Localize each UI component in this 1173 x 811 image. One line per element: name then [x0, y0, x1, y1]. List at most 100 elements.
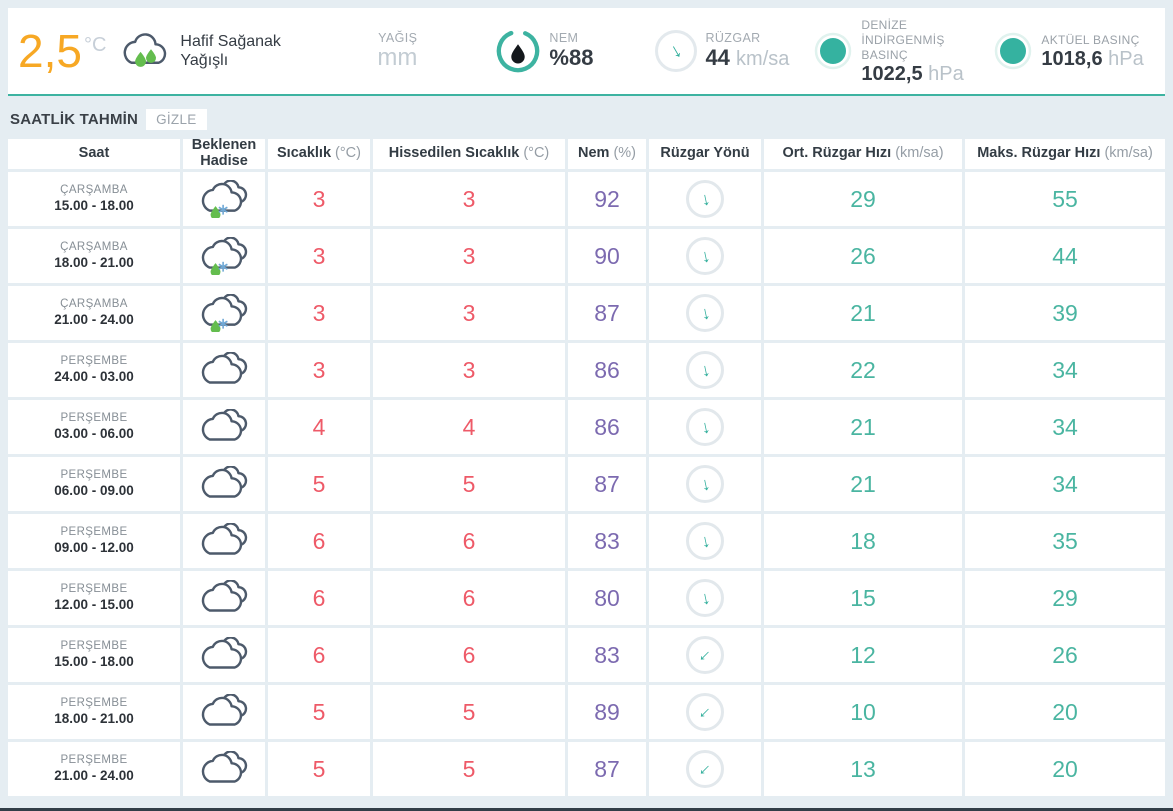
max-wind-cell: 35: [965, 514, 1165, 568]
feels-like-cell: 3: [373, 172, 565, 226]
actual-pressure-unit: hPa: [1108, 47, 1144, 70]
humidity-cell: 83: [568, 628, 646, 682]
humidity-value: %88: [549, 45, 594, 71]
wind-direction-cell: ↓: [649, 343, 761, 397]
wind-direction-cell: ↓: [649, 400, 761, 454]
col-header-hissedilen-sicaklik: Hissedilen Sıcaklık (°C): [373, 139, 565, 169]
time-range: 24.00 - 03.00: [54, 368, 134, 384]
avg-wind-cell: 21: [764, 400, 962, 454]
max-wind-cell: 26: [965, 628, 1165, 682]
temperature-cell: 3: [268, 229, 370, 283]
forecast-table: Saat Beklenen Hadise Sıcaklık (°C) Hissedile…: [8, 137, 1165, 796]
temperature-cell: 6: [268, 628, 370, 682]
saat-cell: PERŞEMBE 15.00 - 18.00: [8, 628, 180, 682]
col-header-ort-ruzgar-hizi: Ort. Rüzgar Hızı (km/sa): [764, 139, 962, 169]
humidity-cell: 87: [568, 742, 646, 796]
condition-icon-cell: [183, 286, 265, 340]
saat-cell: PERŞEMBE 06.00 - 09.00: [8, 457, 180, 511]
avg-wind-cell: 22: [764, 343, 962, 397]
wind-circle: ↓: [686, 522, 724, 560]
wind-direction-arrow-icon: ↓: [698, 473, 712, 495]
wind-circle: ↓: [686, 750, 724, 788]
feels-like-cell: 6: [373, 571, 565, 625]
col-header-ruzgar-yonu: Rüzgar Yönü: [649, 139, 761, 169]
wind-circle: ↓: [686, 180, 724, 218]
time-range: 15.00 - 18.00: [54, 653, 134, 669]
saat-cell: PERŞEMBE 03.00 - 06.00: [8, 400, 180, 454]
wind-direction-arrow-icon: ↓: [698, 359, 712, 381]
condition-icon-cell: [183, 400, 265, 454]
time-range: 03.00 - 06.00: [54, 425, 134, 441]
wind-direction-arrow-icon: ↓: [698, 587, 712, 609]
feels-like-cell: 5: [373, 742, 565, 796]
humidity-block: NEM %88: [495, 28, 593, 74]
msl-pressure-block: DENİZE İNDİRGENMİŞ BASINÇ 1022,5 hPa: [813, 18, 981, 85]
wind-direction-arrow-icon: ↓: [694, 644, 716, 666]
wind-circle: ↓: [686, 237, 724, 275]
humidity-cell: 89: [568, 685, 646, 739]
feels-like-cell: 3: [373, 286, 565, 340]
condition-icon-cell: [183, 571, 265, 625]
temperature-cell: 6: [268, 571, 370, 625]
max-wind-cell: 29: [965, 571, 1165, 625]
wind-direction-cell: ↓: [649, 571, 761, 625]
condition-icon-cell: [183, 172, 265, 226]
wind-direction-arrow-icon: ↓: [698, 416, 712, 438]
wind-direction-cell: ↓: [649, 172, 761, 226]
wind-circle: ↓: [655, 30, 698, 72]
actual-pressure-block: AKTÜEL BASINÇ 1018,6 hPa: [993, 31, 1144, 71]
snowflake-icon: [218, 261, 228, 272]
humidity-cell: 86: [568, 400, 646, 454]
day-label: PERŞEMBE: [60, 754, 128, 767]
wind-direction-cell: ↓: [649, 628, 761, 682]
hourly-forecast-section-bar: SAATLİK TAHMİN GİZLE: [10, 109, 1165, 130]
col-header-saat: Saat: [8, 139, 180, 169]
precipitation-block: YAĞIŞ mm: [377, 31, 417, 71]
temperature-cell: 5: [268, 457, 370, 511]
time-range: 21.00 - 24.00: [54, 311, 134, 327]
day-label: ÇARŞAMBA: [60, 184, 128, 197]
wind-direction-cell: ↓: [649, 286, 761, 340]
humidity-cell: 80: [568, 571, 646, 625]
rain-drop-icon: [210, 263, 221, 275]
condition-icon-cell: [183, 685, 265, 739]
msl-pressure-value: 1022,5 hPa: [861, 62, 964, 85]
avg-wind-cell: 21: [764, 457, 962, 511]
saat-cell: PERŞEMBE 12.00 - 15.00: [8, 571, 180, 625]
pressure-dot-icon: [815, 32, 852, 70]
time-range: 06.00 - 09.00: [54, 482, 134, 498]
actual-pressure-label: AKTÜEL BASINÇ: [1041, 32, 1140, 47]
temperature-cell: 4: [268, 400, 370, 454]
msl-pressure-unit: hPa: [928, 62, 964, 85]
wind-block: ↓ RÜZGAR 44 km/sa: [655, 30, 789, 72]
wind-direction-arrow-icon: ↓: [698, 302, 712, 324]
avg-wind-cell: 18: [764, 514, 962, 568]
col-header-sicaklik: Sıcaklık (°C): [268, 139, 370, 169]
temperature-cell: 3: [268, 286, 370, 340]
hide-toggle-button[interactable]: GİZLE: [146, 109, 207, 130]
day-label: PERŞEMBE: [60, 469, 128, 482]
wind-label: RÜZGAR: [705, 31, 761, 45]
clouds-icon: [201, 694, 248, 726]
avg-wind-cell: 29: [764, 172, 962, 226]
clouds-icon: [201, 637, 248, 669]
max-wind-cell: 55: [965, 172, 1165, 226]
day-label: PERŞEMBE: [60, 697, 128, 710]
wind-direction-arrow-icon: ↓: [694, 701, 716, 723]
saat-cell: ÇARŞAMBA 21.00 - 24.00: [8, 286, 180, 340]
max-wind-cell: 39: [965, 286, 1165, 340]
day-label: PERŞEMBE: [60, 583, 128, 596]
sleet-cloud-icon: [201, 180, 248, 218]
precipitation-unit: mm: [377, 43, 418, 71]
humidity-cell: 86: [568, 343, 646, 397]
condition-icon-cell: [183, 628, 265, 682]
clouds-icon: [201, 523, 248, 555]
wind-direction-cell: ↓: [649, 229, 761, 283]
temperature-cell: 5: [268, 685, 370, 739]
col-header-beklenen-hadise: Beklenen Hadise: [183, 137, 265, 169]
feels-like-cell: 5: [373, 685, 565, 739]
saat-cell: PERŞEMBE 24.00 - 03.00: [8, 343, 180, 397]
saat-cell: PERŞEMBE 09.00 - 12.00: [8, 514, 180, 568]
wind-circle: ↓: [686, 408, 724, 446]
saat-cell: PERŞEMBE 21.00 - 24.00: [8, 742, 180, 796]
